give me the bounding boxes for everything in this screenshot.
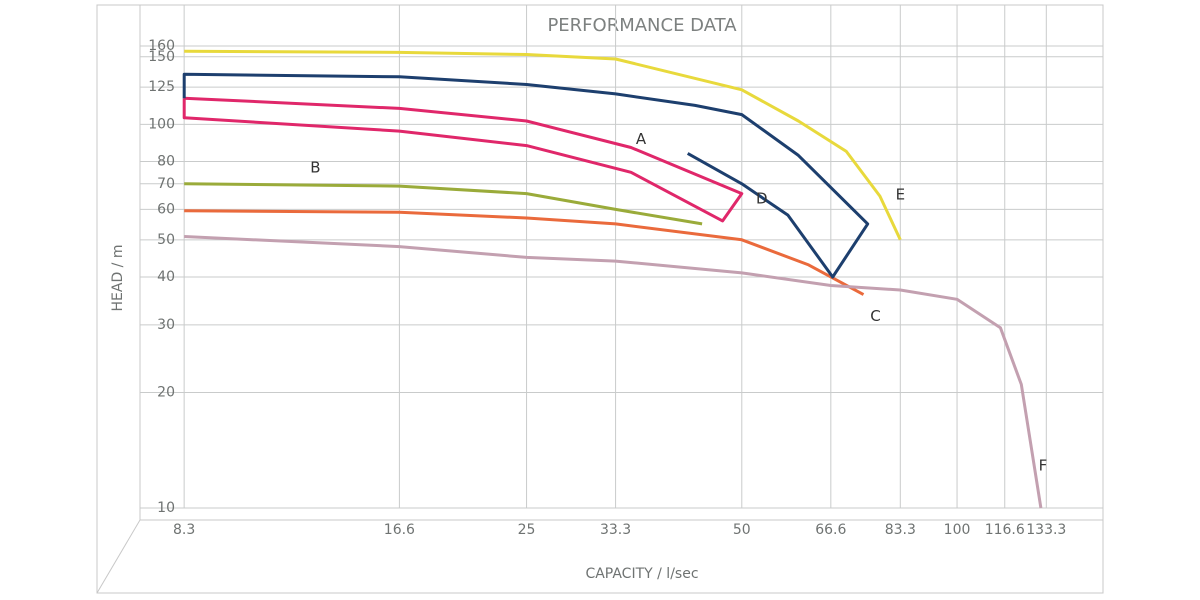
x-tick-label: 33.3 [600,522,631,538]
chart-title: PERFORMANCE DATA [547,15,737,36]
curve [184,235,1043,509]
y-tick-label: 50 [157,232,175,248]
curve-label: A [636,130,647,148]
curve-label: D [756,189,768,207]
y-tick-label: 70 [157,176,175,192]
x-tick-label: 8.3 [173,522,195,538]
y-tick-label: 80 [157,154,175,170]
curve [184,182,703,226]
curve [182,96,744,223]
y-tick-label: 150 [148,49,175,65]
y-axis-title: HEAD / m [110,245,126,312]
x-tick-label: 66.6 [815,522,846,538]
curve [184,209,865,296]
curve-label: C [870,307,880,325]
x-tick-label: 100 [944,522,971,538]
curve-label: E [896,185,905,203]
x-tick-label: 116.6 [985,522,1025,538]
curve-label: B [310,159,320,177]
frame [96,4,1104,594]
x-axis-title: CAPACITY / l/sec [585,566,698,582]
curve-label: F [1039,457,1048,475]
x-tick-label: 16.6 [384,522,415,538]
curve [182,72,870,279]
x-tick-label: 25 [518,522,536,538]
x-tick-label: 50 [733,522,751,538]
y-tick-label: 40 [157,269,175,285]
y-tick-label: 30 [157,317,175,333]
curve [184,49,902,241]
y-tick-label: 100 [148,116,175,132]
y-tick-label: 10 [157,500,175,516]
x-tick-label: 83.3 [885,522,916,538]
x-tick-label: 133.3 [1026,522,1066,538]
y-tick-label: 160 [148,38,175,54]
y-tick-label: 125 [148,79,175,95]
y-tick-label: 60 [157,201,175,217]
frame-edge [96,519,141,594]
y-tick-label: 20 [157,385,175,401]
